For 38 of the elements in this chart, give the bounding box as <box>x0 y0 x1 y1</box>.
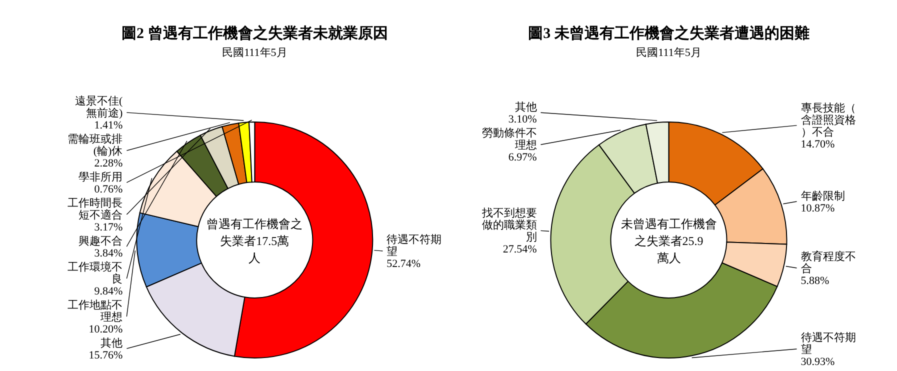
slice-label: 專長技能（含證照資格）不合 <box>800 101 856 138</box>
data-label: 6.97% <box>508 152 537 164</box>
chart-title: 圖3 未曾遇有工作機會之失業者遭遇的困難 <box>528 24 810 42</box>
slice-label: 年齡限制 <box>800 189 845 202</box>
data-label: 27.54% <box>502 244 537 256</box>
slice-label: 其他 <box>100 336 123 350</box>
data-label: 1.41% <box>94 120 123 132</box>
data-label: 30.93% <box>800 356 835 368</box>
slice-label: 待遇不符期望 <box>800 332 856 356</box>
data-label: 3.10% <box>508 114 537 126</box>
chart-subtitle: 民國111年5月 <box>636 47 702 59</box>
slice-label: 工作地點不理想 <box>68 298 123 324</box>
data-label: 3.84% <box>94 248 123 260</box>
data-label: 0.76% <box>94 184 123 196</box>
slice-label: 工作環境不良 <box>68 260 123 286</box>
slice-label: 勞動條件不理想 <box>482 126 537 152</box>
data-label: 9.84% <box>94 286 123 298</box>
slice-label: 待遇不符期望 <box>386 234 442 258</box>
data-label: 2.28% <box>94 158 123 170</box>
data-label: 15.76% <box>88 350 123 362</box>
data-label: 5.88% <box>800 275 830 288</box>
data-label: 10.87% <box>800 202 835 214</box>
slice-label: 遠景不佳(無前途) <box>75 94 124 120</box>
data-label: 14.70% <box>800 138 835 150</box>
slice-label: 興趣不合 <box>78 234 123 248</box>
chart-title: 圖2 曾遇有工作機會之失業者未就業原因 <box>122 24 388 42</box>
slice-label: 需輪班或排(輪)休 <box>68 132 123 158</box>
text: 曾遇有工作機會之失業者17.5萬人 <box>206 217 303 265</box>
data-label: 10.20% <box>88 324 123 336</box>
chart-subtitle: 民國111年5月 <box>222 47 288 59</box>
slice-label: 工作時間長短不適合 <box>68 196 123 222</box>
data-label: 3.17% <box>94 222 123 234</box>
slice-label: 教育程度不合 <box>800 250 856 276</box>
slice-label: 其他 <box>514 100 537 114</box>
text: 未曾遇有工作機會之失業者25.9萬人 <box>620 217 717 265</box>
slice-label: 找不到想要做的職業類別 <box>480 206 537 244</box>
slice-label: 學非所用 <box>78 170 123 184</box>
data-label: 52.74% <box>386 258 421 270</box>
